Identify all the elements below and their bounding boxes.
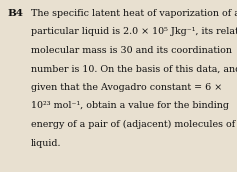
Text: liquid.: liquid. — [31, 139, 61, 148]
Text: The specific latent heat of vaporization of a: The specific latent heat of vaporization… — [31, 9, 237, 18]
Text: particular liquid is 2.0 × 10⁵ Jkg⁻¹, its relative: particular liquid is 2.0 × 10⁵ Jkg⁻¹, it… — [31, 27, 237, 36]
Text: B4: B4 — [7, 9, 23, 18]
Text: number is 10. On the basis of this data, and: number is 10. On the basis of this data,… — [31, 64, 237, 73]
Text: 10²³ mol⁻¹, obtain a value for the binding: 10²³ mol⁻¹, obtain a value for the bindi… — [31, 101, 229, 110]
Text: energy of a pair of (adjacent) molecules of the: energy of a pair of (adjacent) molecules… — [31, 120, 237, 129]
Text: given that the Avogadro constant = 6 ×: given that the Avogadro constant = 6 × — [31, 83, 222, 92]
Text: molecular mass is 30 and its coordination: molecular mass is 30 and its coordinatio… — [31, 46, 232, 55]
